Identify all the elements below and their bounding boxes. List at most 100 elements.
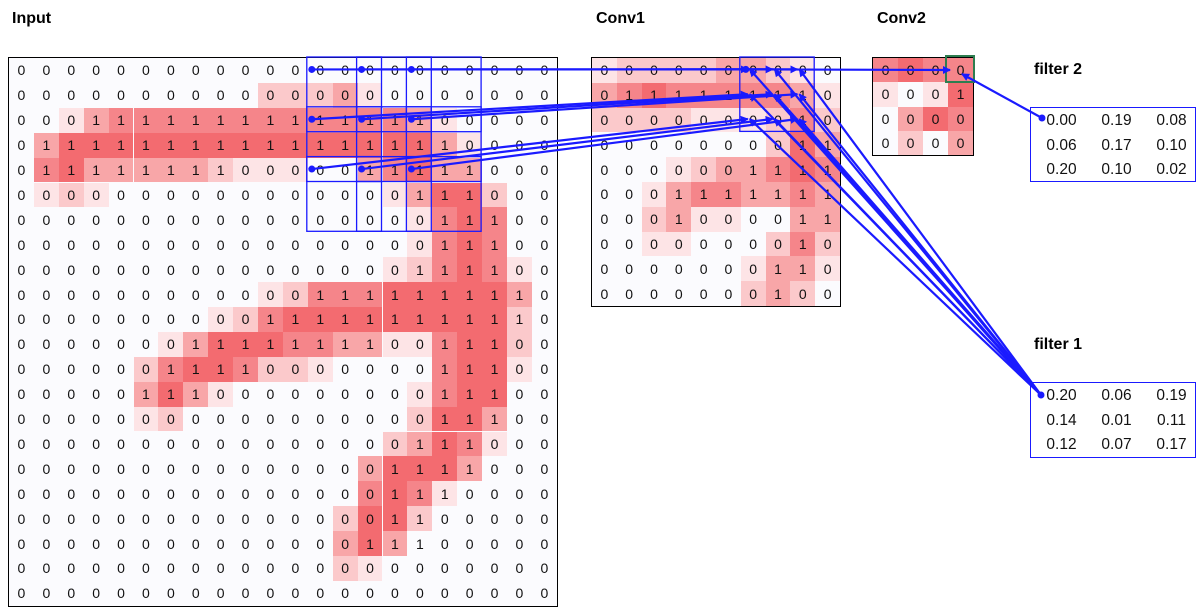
input-cell: 1	[457, 331, 483, 357]
input-cell: 0	[457, 107, 483, 133]
conv1-cell: 1	[815, 182, 840, 207]
input-cell: 1	[357, 107, 383, 133]
input-cell: 1	[432, 456, 458, 482]
input-cell: 0	[531, 107, 557, 133]
input-cell: 1	[432, 331, 458, 357]
input-cell: 0	[482, 481, 507, 507]
input-cell: 0	[83, 207, 109, 233]
conv1-cell: 0	[666, 281, 692, 306]
conv1-cell: 1	[790, 107, 816, 133]
input-cell: 0	[432, 58, 458, 83]
input-cell: 0	[33, 207, 59, 233]
input-cell: 0	[58, 58, 84, 83]
input-cell: 0	[258, 506, 283, 532]
input-cell: 0	[9, 232, 34, 258]
input-cell: 0	[33, 431, 59, 457]
input-cell: 0	[258, 456, 283, 482]
filter1-title: filter 1	[1034, 336, 1083, 353]
conv2-cell: 1	[948, 82, 973, 107]
input-cell: 0	[407, 381, 433, 407]
input-cell: 1	[183, 132, 209, 158]
input-cell: 1	[382, 481, 408, 507]
conv1-cell: 0	[740, 206, 766, 232]
input-cell: 0	[133, 331, 159, 357]
input-cell: 0	[158, 506, 184, 532]
input-cell: 1	[432, 356, 458, 382]
input-cell: 0	[531, 406, 557, 432]
input-cell: 0	[233, 456, 258, 482]
input-cell: 0	[58, 456, 84, 482]
input-cell: 0	[133, 257, 159, 283]
input-cell: 0	[9, 506, 34, 532]
input-cell: 1	[183, 157, 209, 183]
input-cell: 0	[507, 132, 532, 158]
filter2-weight: 0.06	[1046, 136, 1077, 154]
input-cell: 1	[407, 157, 433, 183]
conv1-cell: 0	[765, 231, 791, 257]
input-cell: 1	[407, 307, 433, 332]
input-cell: 0	[457, 82, 483, 108]
input-cell: 0	[208, 406, 234, 432]
input-cell: 1	[482, 257, 507, 283]
input-cell: 0	[183, 556, 209, 581]
input-cell: 0	[507, 431, 532, 457]
input-cell: 0	[33, 82, 59, 108]
filter1-matrix: 0.20 0.06 0.19 0.14 0.01 0.11 0.12 0.07 0.17	[1030, 382, 1196, 458]
input-cell: 0	[183, 531, 209, 556]
input-cell: 1	[183, 356, 209, 382]
input-cell: 1	[382, 107, 408, 133]
conv1-cell: 0	[815, 256, 840, 282]
input-cell: 0	[208, 307, 234, 332]
input-cell: 0	[457, 556, 483, 581]
input-cell: 0	[133, 556, 159, 581]
input-cell: 0	[307, 431, 333, 457]
input-cell: 0	[158, 456, 184, 482]
input-cell: 0	[158, 481, 184, 507]
input-cell: 0	[507, 58, 532, 83]
input-cell: 0	[133, 531, 159, 556]
conv1-title: Conv1	[596, 10, 645, 27]
input-cell: 0	[158, 282, 184, 307]
conv1-cell: 0	[716, 256, 741, 282]
input-cell: 0	[83, 556, 109, 581]
conv1-cell: 0	[592, 58, 617, 83]
input-cell: 1	[407, 456, 433, 482]
input-cell: 0	[183, 257, 209, 283]
input-cell: 0	[282, 232, 308, 258]
input-cell: 0	[482, 531, 507, 556]
input-cell: 1	[382, 307, 408, 332]
input-cell: 0	[33, 406, 59, 432]
conv1-cell: 0	[740, 281, 766, 306]
input-cell: 0	[33, 531, 59, 556]
input-cell: 0	[482, 182, 507, 208]
input-cell: 0	[233, 282, 258, 307]
conv1-cell: 1	[740, 82, 766, 108]
conv1-cell: 0	[616, 256, 642, 282]
input-title: Input	[12, 10, 52, 27]
input-cell: 0	[108, 381, 134, 407]
input-cell: 1	[33, 157, 59, 183]
input-cell: 1	[307, 307, 333, 332]
input-cell: 0	[9, 282, 34, 307]
input-cell: 0	[457, 132, 483, 158]
input-cell: 0	[258, 82, 283, 108]
input-cell: 0	[9, 207, 34, 233]
input-cell: 0	[108, 481, 134, 507]
input-cell: 0	[9, 58, 34, 83]
input-cell: 0	[507, 232, 532, 258]
conv1-cell: 0	[691, 107, 716, 133]
input-cell: 0	[507, 556, 532, 581]
conv1-cell: 1	[716, 82, 741, 108]
input-cell: 0	[58, 207, 84, 233]
input-cell: 0	[108, 82, 134, 108]
input-cell: 1	[208, 356, 234, 382]
filter1-weight: 0.14	[1046, 411, 1077, 429]
conv2-cell: 0	[898, 82, 923, 107]
input-cell: 0	[133, 282, 159, 307]
input-cell: 0	[83, 331, 109, 357]
conv2-cell: 0	[873, 82, 898, 107]
input-cell: 0	[282, 282, 308, 307]
input-cell: 0	[233, 182, 258, 208]
input-cell: 1	[58, 132, 84, 158]
conv1-cell: 1	[691, 182, 716, 207]
